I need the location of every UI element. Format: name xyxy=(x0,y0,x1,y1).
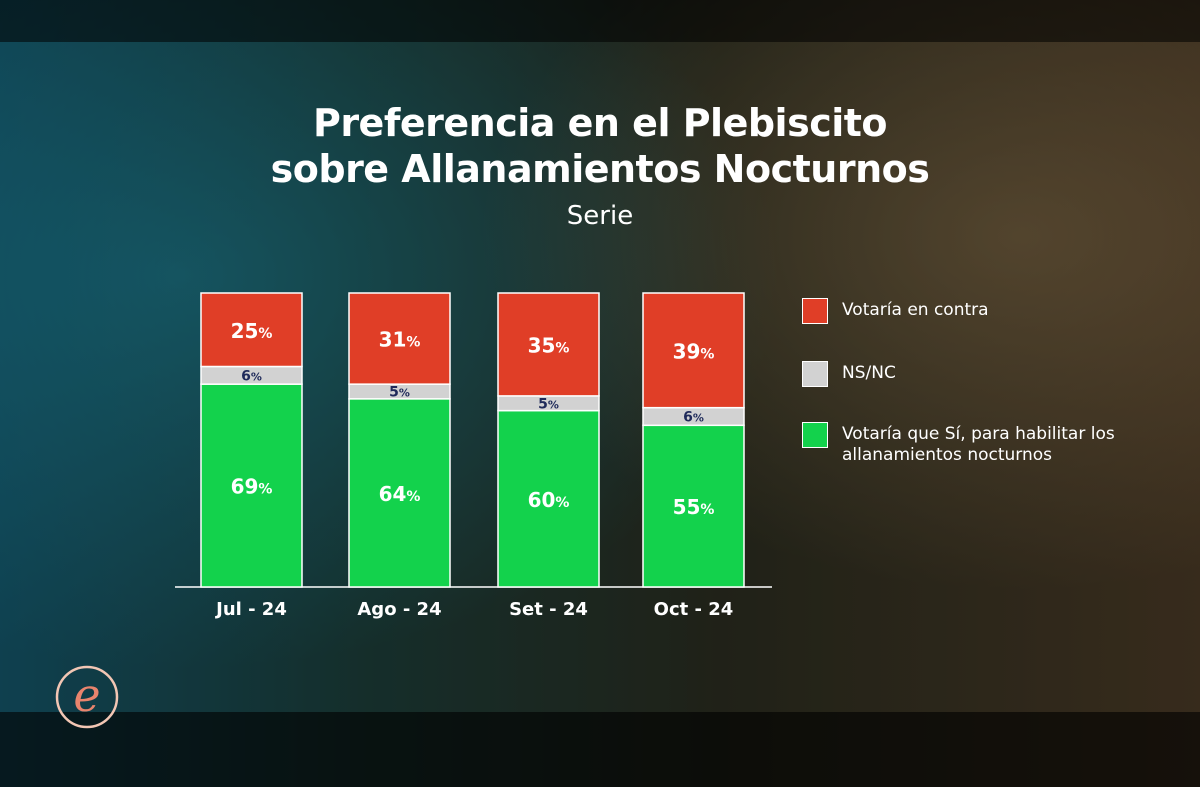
data-label-contra-1: 31% xyxy=(379,328,421,352)
chart-title-line-2: sobre Allanamientos Nocturnos xyxy=(270,147,930,191)
data-label-nsnc-2: 5% xyxy=(538,396,559,412)
data-label-si-2: 60% xyxy=(528,488,570,512)
legend-swatch-si xyxy=(802,422,828,448)
x-tick-label-2: Set - 24 xyxy=(509,599,588,620)
bottom-dark-band xyxy=(0,712,1200,787)
top-dark-band xyxy=(0,0,1200,42)
bar-si-1 xyxy=(348,398,451,588)
data-label-contra-3: 39% xyxy=(673,339,715,363)
data-label-nsnc-1: 5% xyxy=(389,384,410,400)
legend-item-contra: Votaría en contra xyxy=(802,298,1142,324)
x-tick-label-1: Ago - 24 xyxy=(357,599,441,620)
chart-title-line-1: Preferencia en el Plebiscito xyxy=(312,101,888,145)
data-label-nsnc-3: 6% xyxy=(683,409,704,425)
bar-si-2 xyxy=(497,409,600,588)
legend-label-si: Votaría que Sí, para habilitar los allan… xyxy=(842,424,1115,465)
logo-letter: e xyxy=(73,668,100,722)
bar-contra-1 xyxy=(348,292,451,385)
bar-contra-2 xyxy=(497,292,600,397)
legend-label-contra: Votaría en contra xyxy=(842,300,989,320)
bar-contra-3 xyxy=(642,292,745,409)
data-label-si-1: 64% xyxy=(379,482,421,506)
legend-item-si: Votaría que Sí, para habilitar los allan… xyxy=(802,422,1132,466)
chart-subtitle: Serie xyxy=(566,201,634,231)
data-label-contra-2: 35% xyxy=(528,333,570,357)
data-label-si-3: 55% xyxy=(673,495,715,519)
x-tick-label-0: Jul - 24 xyxy=(214,599,287,620)
legend-swatch-contra xyxy=(802,298,828,324)
data-label-si-0: 69% xyxy=(231,475,273,499)
e-letter-logo-icon: e xyxy=(55,665,119,729)
bar-contra-0 xyxy=(200,292,303,368)
legend-label-nsnc: NS/NC xyxy=(842,363,896,383)
legend-swatch-nsnc xyxy=(802,361,828,387)
data-label-nsnc-0: 6% xyxy=(241,368,262,384)
data-label-contra-0: 25% xyxy=(231,319,273,343)
x-tick-label-3: Oct - 24 xyxy=(654,599,734,620)
bar-si-0 xyxy=(200,383,303,588)
legend-item-nsnc: NS/NC xyxy=(802,361,1142,387)
